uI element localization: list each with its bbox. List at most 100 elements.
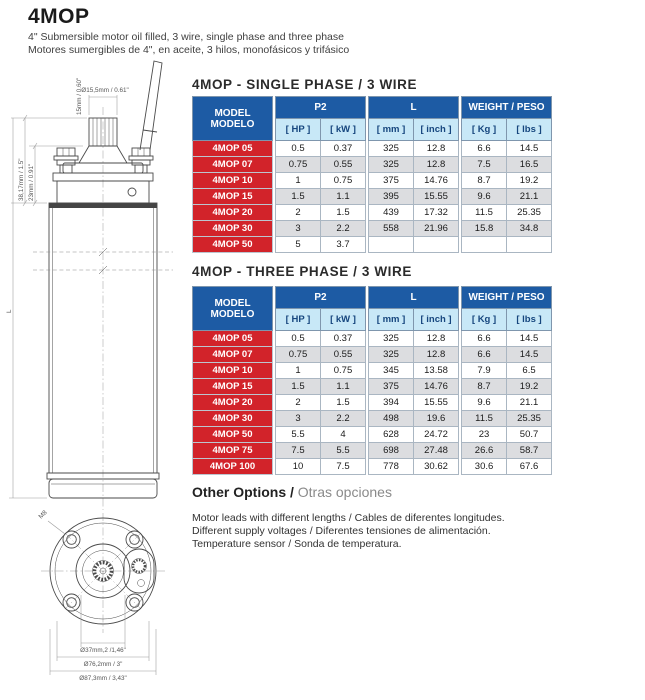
column-gutter bbox=[272, 346, 276, 363]
value-cell: 8.7 bbox=[461, 172, 508, 189]
value-cell: 14.76 bbox=[413, 172, 460, 189]
unit-header-lbs: [ lbs ] bbox=[506, 118, 553, 141]
other-options-list: Motor leads with different lengths / Cab… bbox=[192, 512, 505, 551]
column-gutter bbox=[365, 458, 369, 475]
table-row: 4MOP 75 7.5 5.5 698 27.48 26.6 58.7 bbox=[192, 442, 553, 459]
column-gutter bbox=[272, 286, 276, 331]
value-cell: 0.75 bbox=[275, 156, 321, 173]
model-cell: 4MOP 30 bbox=[192, 220, 273, 237]
value-cell bbox=[368, 236, 415, 253]
column-gutter bbox=[272, 172, 276, 189]
value-cell: 698 bbox=[368, 442, 415, 459]
value-cell: 30.62 bbox=[413, 458, 460, 475]
value-cell: 325 bbox=[368, 346, 415, 363]
model-cell: 4MOP 05 bbox=[192, 140, 273, 157]
value-cell: 1 bbox=[275, 362, 321, 379]
value-cell: 15.55 bbox=[413, 188, 460, 205]
column-gutter bbox=[272, 426, 276, 443]
column-gutter bbox=[458, 426, 462, 443]
value-cell: 12.8 bbox=[413, 140, 460, 157]
value-cell: 558 bbox=[368, 220, 415, 237]
column-gutter bbox=[272, 394, 276, 411]
value-cell: 9.6 bbox=[461, 188, 508, 205]
model-cell: 4MOP 30 bbox=[192, 410, 273, 427]
value-cell: 1.1 bbox=[319, 378, 367, 395]
motor-shaft-spline bbox=[88, 117, 118, 147]
unit-header-mm: [ mm ] bbox=[368, 308, 415, 331]
value-cell: 12.8 bbox=[413, 346, 460, 363]
value-cell: 7.5 bbox=[275, 442, 321, 459]
motor-bottom-cap bbox=[46, 472, 160, 499]
unit-header-kw: [ kW ] bbox=[319, 308, 367, 331]
value-cell: 26.6 bbox=[461, 442, 508, 459]
dim-label-top-height: 38,17mm / 1.5" bbox=[18, 159, 25, 202]
table-row: 4MOP 20 2 1.5 439 17.32 11.5 25.35 bbox=[192, 204, 553, 221]
column-gutter bbox=[365, 426, 369, 443]
table-row: 4MOP 05 0.5 0.37 325 12.8 6.6 14.5 bbox=[192, 330, 553, 347]
value-cell: 14.5 bbox=[506, 140, 553, 157]
value-cell: 345 bbox=[368, 362, 415, 379]
model-cell: 4MOP 15 bbox=[192, 188, 273, 205]
column-gutter bbox=[458, 362, 462, 379]
column-gutter bbox=[458, 394, 462, 411]
value-cell: 27.48 bbox=[413, 442, 460, 459]
value-cell: 0.37 bbox=[319, 140, 367, 157]
value-cell: 6.6 bbox=[461, 330, 508, 347]
value-cell: 15.55 bbox=[413, 394, 460, 411]
value-cell: 14.5 bbox=[506, 330, 553, 347]
column-gutter bbox=[458, 330, 462, 347]
column-gutter bbox=[272, 220, 276, 237]
model-cell: 4MOP 07 bbox=[192, 156, 273, 173]
dim-lines-left bbox=[9, 114, 87, 499]
column-group-length: L bbox=[368, 286, 460, 309]
table-row: 4MOP 10 1 0.75 375 14.76 8.7 19.2 bbox=[192, 172, 553, 189]
column-gutter bbox=[458, 96, 462, 141]
value-cell: 16.5 bbox=[506, 156, 553, 173]
column-gutter bbox=[365, 172, 369, 189]
model-cell: 4MOP 07 bbox=[192, 346, 273, 363]
value-cell: 5 bbox=[275, 236, 321, 253]
column-gutter bbox=[272, 442, 276, 459]
column-gutter bbox=[365, 330, 369, 347]
value-cell: 325 bbox=[368, 330, 415, 347]
value-cell: 3.7 bbox=[319, 236, 367, 253]
value-cell: 14.76 bbox=[413, 378, 460, 395]
value-cell: 1.5 bbox=[275, 188, 321, 205]
value-cell: 12.8 bbox=[413, 330, 460, 347]
value-cell: 6.6 bbox=[461, 140, 508, 157]
unit-header-lbs: [ lbs ] bbox=[506, 308, 553, 331]
three-phase-section-title: 4MOP - THREE PHASE / 3 WIRE bbox=[192, 264, 412, 279]
subtitle-english: 4" Submersible motor oil filled, 3 wire,… bbox=[28, 31, 344, 43]
table-row: 4MOP 20 2 1.5 394 15.55 9.6 21.1 bbox=[192, 394, 553, 411]
table-row: 4MOP 50 5 3.7 bbox=[192, 236, 553, 253]
value-cell: 778 bbox=[368, 458, 415, 475]
value-cell bbox=[461, 236, 508, 253]
column-header-model: MODEL MODELO bbox=[192, 286, 273, 331]
other-options-title-english: Other Options / bbox=[192, 484, 294, 500]
table-row: 4MOP 15 1.5 1.1 375 14.76 8.7 19.2 bbox=[192, 378, 553, 395]
model-cell: 4MOP 20 bbox=[192, 394, 273, 411]
dim-label-head-height: 23mm / 0.91" bbox=[28, 164, 35, 201]
value-cell: 23 bbox=[461, 426, 508, 443]
column-gutter bbox=[365, 286, 369, 331]
column-gutter bbox=[458, 188, 462, 205]
dim-label-outer-diameter: Ø87,3mm / 3,43" bbox=[79, 675, 126, 682]
dim-label-spline-diameter: Ø37mm,2 /1,46" bbox=[80, 647, 126, 654]
value-cell: 3 bbox=[275, 410, 321, 427]
value-cell: 5.5 bbox=[275, 426, 321, 443]
value-cell bbox=[506, 236, 553, 253]
head-bolt-right bbox=[128, 147, 154, 174]
value-cell: 5.5 bbox=[319, 442, 367, 459]
column-gutter bbox=[272, 458, 276, 475]
value-cell: 11.5 bbox=[461, 204, 508, 221]
dim-lines-bottom bbox=[49, 595, 157, 675]
column-gutter bbox=[458, 286, 462, 331]
power-cable bbox=[139, 60, 163, 151]
column-gutter bbox=[458, 220, 462, 237]
model-cell: 4MOP 05 bbox=[192, 330, 273, 347]
column-gutter bbox=[458, 378, 462, 395]
value-cell: 375 bbox=[368, 378, 415, 395]
column-gutter bbox=[365, 362, 369, 379]
value-cell: 2.2 bbox=[319, 220, 367, 237]
unit-header-hp: [ HP ] bbox=[275, 308, 321, 331]
